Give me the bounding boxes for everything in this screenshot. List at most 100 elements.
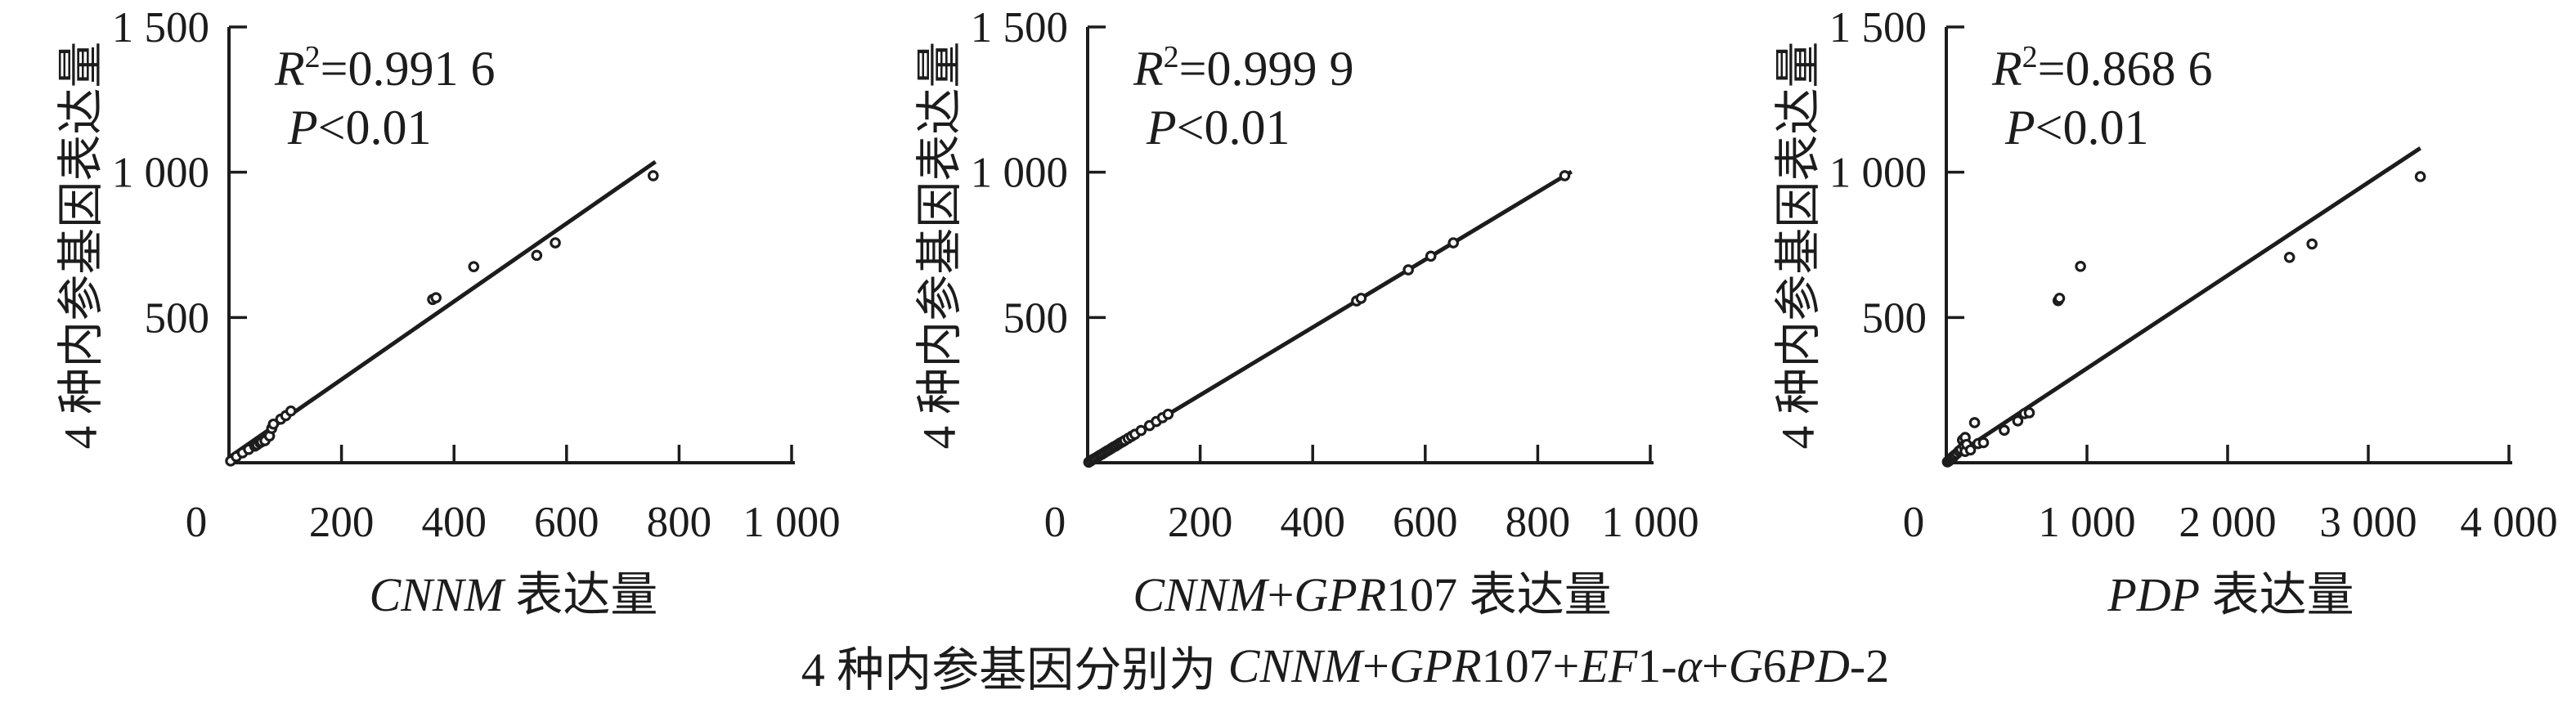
- r-squared-value: =0.868 6: [2038, 42, 2213, 96]
- axis-title-segment: 107: [1386, 568, 1457, 621]
- data-point: [2053, 293, 2066, 304]
- p-value-text: <0.01: [2035, 101, 2149, 155]
- data-point: [1402, 264, 1414, 276]
- data-point: [1964, 444, 1977, 456]
- axis-title-cjk: 表达量: [1457, 568, 1612, 621]
- y-tick-label: 1 500: [1829, 4, 1927, 52]
- data-point: [2012, 415, 2024, 427]
- x-tick-label: 400: [421, 499, 487, 546]
- x-tick-label: 0: [1044, 499, 1066, 546]
- caption-gene-segment: G: [1728, 639, 1763, 692]
- axis-title-segment: CNNM: [1133, 568, 1269, 621]
- caption-prefix: 4 种内参基因分别为: [801, 643, 1228, 697]
- data-point: [1999, 424, 2010, 437]
- y-tick-label: 500: [1862, 294, 1928, 342]
- x-tick-label: 4 000: [2460, 499, 2557, 546]
- data-point: [468, 261, 480, 272]
- figure-caption: 4 种内参基因分别为 CNNM+GPR107+EF1-α+G6PD-2: [57, 623, 2576, 708]
- x-tick-label: 200: [1168, 499, 1233, 546]
- axis-title-cjk: 表达量: [2200, 568, 2354, 621]
- x-axis-title: CNNM+GPR107 表达量: [1133, 568, 1611, 621]
- data-point: [430, 292, 442, 303]
- x-tick-label: 400: [1280, 499, 1345, 546]
- x-tick-label: 3 000: [2319, 499, 2417, 546]
- data-point: [647, 170, 659, 181]
- r-superscript: 2: [305, 40, 321, 74]
- data-point: [1977, 437, 1990, 449]
- data-point: [1447, 237, 1459, 249]
- regression-line: [227, 159, 657, 459]
- r-squared-annotation: R2=0.868 6: [1991, 40, 2213, 96]
- caption-gene-segment: CNNM: [1227, 639, 1363, 692]
- axes: [1945, 27, 2512, 464]
- x-tick-label: 1 000: [1601, 499, 1699, 546]
- axis-title-cjk: 表达量: [504, 568, 658, 621]
- data-point: [1968, 417, 1981, 428]
- x-tick-label: 2 000: [2179, 499, 2276, 546]
- y-axis-title: 4 种内参基因表达量: [914, 42, 966, 450]
- p-symbol: P: [287, 101, 318, 155]
- caption-gene-segment: PD: [1786, 639, 1850, 692]
- data-point: [1559, 170, 1571, 181]
- scatter-panels-row: 0 200 400 600 800 1 000 500 1 000 1 500 4 种内参基因表达…: [56, 4, 2558, 621]
- y-tick-label: 1 000: [112, 150, 209, 197]
- y-tick-label: 1 000: [1829, 150, 1927, 197]
- data-point: [2306, 238, 2318, 250]
- axis-title-segment: CNNM: [370, 568, 506, 621]
- caption-gene-segment: α: [1676, 639, 1702, 692]
- r-squared-value: =0.991 6: [321, 42, 496, 96]
- axis-title-segment: +: [1268, 568, 1295, 621]
- x-tick-label: 0: [186, 499, 208, 546]
- r-squared-annotation: R2=0.999 9: [1133, 40, 1354, 96]
- r-superscript: 2: [1164, 40, 1179, 74]
- data-point: [2023, 407, 2035, 419]
- p-value-text: <0.01: [318, 101, 432, 155]
- y-axis-title: 4 种内参基因表达量: [1773, 42, 1824, 450]
- x-axis-title: PDP 表达量: [2107, 568, 2354, 621]
- axis-title-segment: PDP: [2107, 568, 2200, 621]
- x-tick-label: 800: [647, 499, 712, 546]
- data-point: [2075, 260, 2086, 272]
- data-point: [1162, 408, 1174, 420]
- r-symbol: R: [1991, 42, 2022, 96]
- data-point: [2414, 171, 2426, 182]
- x-axis-title: CNNM 表达量: [370, 568, 658, 621]
- x-tick-label: 1 000: [2038, 499, 2135, 546]
- r-squared-value: =0.999 9: [1179, 42, 1354, 96]
- x-tick-label: 0: [1903, 499, 1925, 546]
- r-superscript: 2: [2022, 40, 2038, 74]
- axis-title-segment: GPR: [1294, 568, 1386, 621]
- regression-line: [1945, 146, 2422, 464]
- x-tick-label: 200: [309, 499, 375, 546]
- y-tick-label: 500: [145, 294, 210, 342]
- caption-gene-segment: EF: [1579, 639, 1638, 692]
- r-symbol: R: [274, 42, 305, 96]
- x-tick-label: 1 000: [743, 499, 840, 546]
- y-tick-label: 500: [1003, 294, 1069, 342]
- data-point: [267, 418, 280, 430]
- p-symbol: P: [1146, 101, 1177, 155]
- data-point: [1425, 250, 1437, 262]
- y-tick-label: 1 500: [112, 4, 209, 52]
- axes: [1086, 27, 1654, 464]
- p-symbol: P: [2004, 101, 2035, 155]
- caption-gene-list: CNNM+GPR107+EF1-α+G6PD-2: [1227, 639, 1890, 692]
- p-value-annotation: P<0.01: [287, 101, 432, 155]
- p-value-text: <0.01: [1177, 101, 1290, 155]
- data-point: [1135, 424, 1147, 437]
- data-point: [550, 237, 561, 249]
- caption-gene-segment: GPR: [1389, 639, 1482, 692]
- data-point: [1355, 293, 1367, 304]
- data-point: [285, 405, 297, 417]
- y-tick-label: 1 000: [971, 150, 1068, 197]
- r-symbol: R: [1133, 42, 1164, 96]
- data-point: [531, 249, 543, 262]
- y-axis-title: 4 种内参基因表达量: [56, 42, 107, 450]
- y-tick-label: 1 500: [971, 4, 1068, 52]
- x-tick-label: 800: [1506, 499, 1571, 546]
- r-squared-annotation: R2=0.991 6: [274, 40, 496, 96]
